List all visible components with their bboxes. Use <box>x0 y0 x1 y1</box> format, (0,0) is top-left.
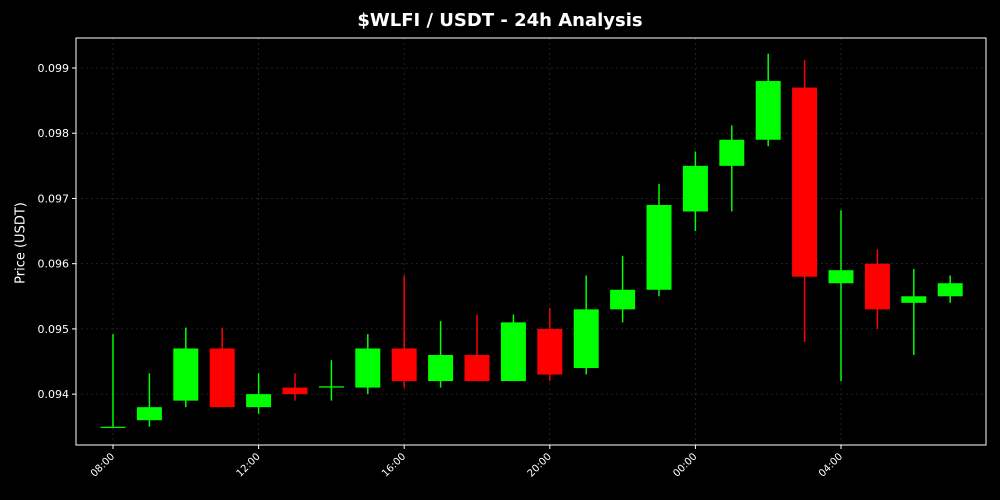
candle-body <box>864 263 890 310</box>
plot-frame <box>75 37 987 446</box>
x-tick-label: 08:00 <box>89 451 117 479</box>
candle-body <box>573 309 599 369</box>
y-tick-label: 0.099 <box>38 62 70 75</box>
x-tick-label: 12:00 <box>235 451 263 479</box>
y-axis: 0.094 0.095 0.096 0.097 0.098 0.099 <box>38 62 76 401</box>
y-tick-label: 0.096 <box>38 258 70 271</box>
candle <box>864 249 890 329</box>
x-tick-label: 20:00 <box>526 451 554 479</box>
candle <box>573 275 599 375</box>
candle-body <box>537 328 563 375</box>
candle <box>500 314 526 382</box>
candle-body <box>428 354 454 382</box>
candle-body <box>937 283 963 297</box>
y-tick-label: 0.095 <box>38 323 70 336</box>
candle <box>755 53 781 147</box>
candle-body <box>755 81 781 140</box>
y-tick-label: 0.097 <box>38 192 70 205</box>
candle <box>610 255 636 323</box>
candle-body <box>719 139 745 166</box>
candle-body <box>792 87 818 277</box>
candle <box>682 151 708 232</box>
x-tick-label: 16:00 <box>380 451 408 479</box>
candle <box>136 373 162 427</box>
candle <box>464 314 490 382</box>
candle-body <box>282 387 308 395</box>
candle-body <box>500 322 526 382</box>
candle-body <box>610 289 636 310</box>
candle <box>282 373 308 401</box>
candle <box>173 327 199 408</box>
candle-body <box>464 354 490 382</box>
candle <box>100 334 126 428</box>
chart-title: $WLFI / USDT - 24h Analysis <box>357 10 643 31</box>
x-tick-label: 04:00 <box>817 451 845 479</box>
candle-body <box>100 426 126 428</box>
y-tick-label: 0.094 <box>38 388 70 401</box>
x-axis: 08:00 12:00 16:00 20:00 00:00 04:00 <box>89 445 845 480</box>
candle <box>901 268 927 355</box>
candle-body <box>391 348 417 382</box>
candle <box>391 275 417 388</box>
candle-body <box>646 204 672 290</box>
candle-body <box>901 296 927 303</box>
candle <box>246 373 272 414</box>
y-tick-label: 0.098 <box>38 127 70 140</box>
candle-body <box>209 348 235 408</box>
candle <box>537 308 563 382</box>
x-tick-label: 00:00 <box>671 451 699 479</box>
candle <box>318 360 344 401</box>
candle-body <box>246 394 272 408</box>
candle <box>209 327 235 408</box>
candle <box>937 275 963 303</box>
candle <box>828 210 854 382</box>
candle <box>646 184 672 297</box>
candles <box>100 53 963 428</box>
candle-body <box>828 270 854 284</box>
candle-body <box>355 348 381 388</box>
candle-body <box>682 165 708 212</box>
candle-body <box>136 407 162 421</box>
candle <box>792 60 818 342</box>
candle <box>355 334 381 395</box>
candle <box>428 321 454 388</box>
candle-body <box>173 348 199 401</box>
candle <box>719 125 745 212</box>
candle-body <box>318 386 344 388</box>
